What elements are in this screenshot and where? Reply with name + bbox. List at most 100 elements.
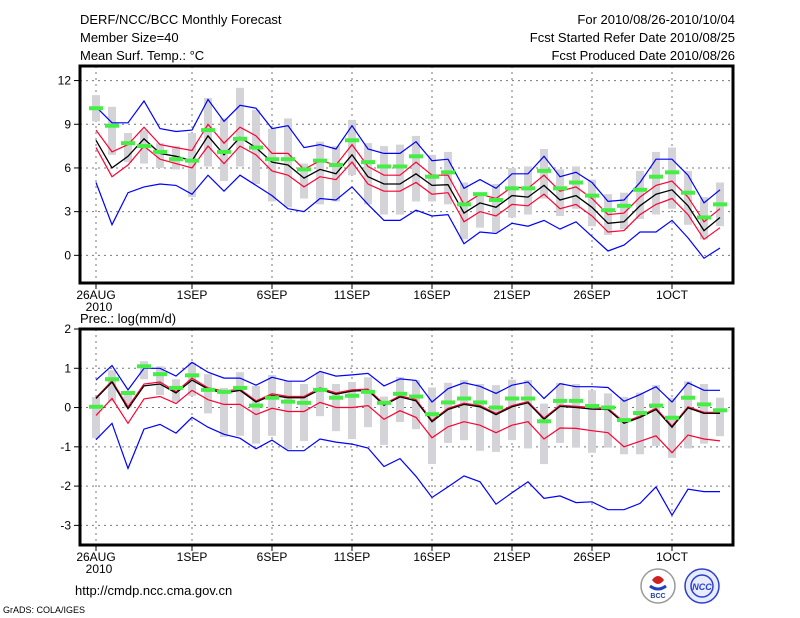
forecast-marker	[473, 192, 487, 197]
forecast-marker	[553, 398, 567, 403]
forecast-marker	[697, 402, 711, 407]
forecast-marker	[105, 123, 119, 128]
forecast-marker	[569, 180, 583, 185]
ensemble-range-bar	[92, 396, 100, 439]
forecast-marker	[697, 215, 711, 220]
ensemble-range-bar	[476, 194, 484, 228]
forecast-marker	[361, 389, 375, 394]
ensemble-range-bar	[316, 372, 324, 417]
ensemble-range-bar	[652, 151, 660, 215]
forecast-marker	[233, 136, 247, 141]
y-tick-label: -2	[60, 479, 71, 493]
y-tick-label: 3	[64, 205, 71, 219]
ensemble-range-bar	[188, 362, 196, 396]
ensemble-range-bar	[620, 396, 628, 455]
forecast-period: For 2010/08/26-2010/10/04	[577, 12, 735, 27]
x-tick-label: 26AUG	[76, 550, 115, 564]
x-tick-label: 1OCT	[656, 288, 689, 302]
forecast-marker	[649, 174, 663, 179]
forecast-marker	[633, 187, 647, 192]
y-tick-label: 2	[64, 322, 71, 336]
ensemble-range-bar	[220, 118, 228, 182]
x-tick-label: 1OCT	[656, 550, 689, 564]
ensemble-range-bar	[364, 143, 372, 205]
forecast-marker	[89, 106, 103, 111]
ensemble-range-bar	[636, 170, 644, 219]
produced-date: Fcst Produced Date 2010/08/26	[551, 48, 735, 63]
ensemble-range-bar	[268, 128, 276, 202]
svg-text:BCC: BCC	[650, 593, 665, 600]
ensemble-range-bar	[156, 366, 164, 395]
y-tick-label: 0	[64, 248, 71, 262]
x-tick-label: 6SEP	[257, 550, 288, 564]
forecast-marker	[473, 400, 487, 405]
ensemble-range-bar	[604, 393, 612, 448]
ensemble-range-bar	[508, 167, 516, 218]
figure-title: DERF/NCC/BCC Monthly Forecast	[80, 12, 282, 27]
ensemble-range-bar	[492, 183, 500, 233]
ensemble-range-bar	[108, 106, 116, 155]
x-tick-label: 1SEP	[177, 288, 208, 302]
ensemble-range-bar	[268, 374, 276, 436]
forecast-marker	[377, 164, 391, 169]
ensemble-range-bar	[396, 144, 404, 215]
ensemble-range-bar	[380, 396, 388, 445]
ensemble-range-bar	[460, 182, 468, 240]
ensemble-range-bar	[444, 382, 452, 443]
forecast-marker	[585, 193, 599, 198]
forecast-marker	[153, 372, 167, 377]
forecast-marker	[313, 387, 327, 392]
forecast-marker	[617, 203, 631, 208]
forecast-marker	[569, 398, 583, 403]
forecast-marker	[121, 391, 135, 396]
forecast-marker	[297, 167, 311, 172]
forecast-marker	[457, 396, 471, 401]
ensemble-range-bar	[348, 382, 356, 439]
forecast-marker	[681, 190, 695, 195]
x-tick-label: 26AUG	[76, 288, 115, 302]
ensemble-range-bar	[508, 379, 516, 441]
forecast-marker	[457, 202, 471, 207]
ensemble-range-bar	[140, 361, 148, 380]
forecast-marker	[425, 174, 439, 179]
ensemble-range-bar	[588, 390, 596, 453]
ensemble-range-bar	[556, 169, 564, 217]
ensemble-range-bar	[124, 391, 132, 408]
y-tick-label: 6	[64, 161, 71, 175]
forecast-marker	[409, 394, 423, 399]
forecast-marker	[329, 163, 343, 168]
x-tick-label: 11SEP	[334, 550, 370, 564]
forecast-marker	[121, 141, 135, 146]
envelope-upper-line	[95, 361, 720, 403]
forecast-marker	[249, 145, 263, 150]
ensemble-range-bar	[668, 147, 676, 209]
forecast-marker	[361, 160, 375, 165]
start-date: Fcst Started Refer Date 2010/08/25	[530, 30, 735, 45]
forecast-marker	[313, 158, 327, 163]
x-tick-year-label: 2010	[86, 562, 113, 576]
ensemble-range-bar	[476, 383, 484, 451]
forecast-marker	[185, 373, 199, 378]
y-tick-label: -1	[60, 440, 71, 454]
x-tick-label: 11SEP	[334, 288, 370, 302]
forecast-marker	[105, 377, 119, 382]
ensemble-range-bar	[524, 166, 532, 215]
ensemble-range-bar	[444, 151, 452, 205]
ensemble-range-bar	[428, 387, 436, 465]
forecast-marker	[537, 168, 551, 173]
forecast-marker	[713, 202, 727, 207]
x-tick-label: 6SEP	[257, 288, 288, 302]
ensemble-mean-line	[95, 134, 721, 232]
forecast-marker	[217, 389, 231, 394]
website-url[interactable]: http://cmdp.ncc.cma.gov.cn	[75, 583, 232, 598]
ensemble-range-bar	[220, 387, 228, 437]
y-tick-label: -3	[60, 518, 71, 532]
ensemble-range-bar	[156, 143, 164, 168]
ncc-logo: NCC	[684, 568, 720, 604]
forecast-marker	[537, 419, 551, 424]
ensemble-range-bar	[652, 385, 660, 447]
forecast-marker	[249, 403, 263, 408]
